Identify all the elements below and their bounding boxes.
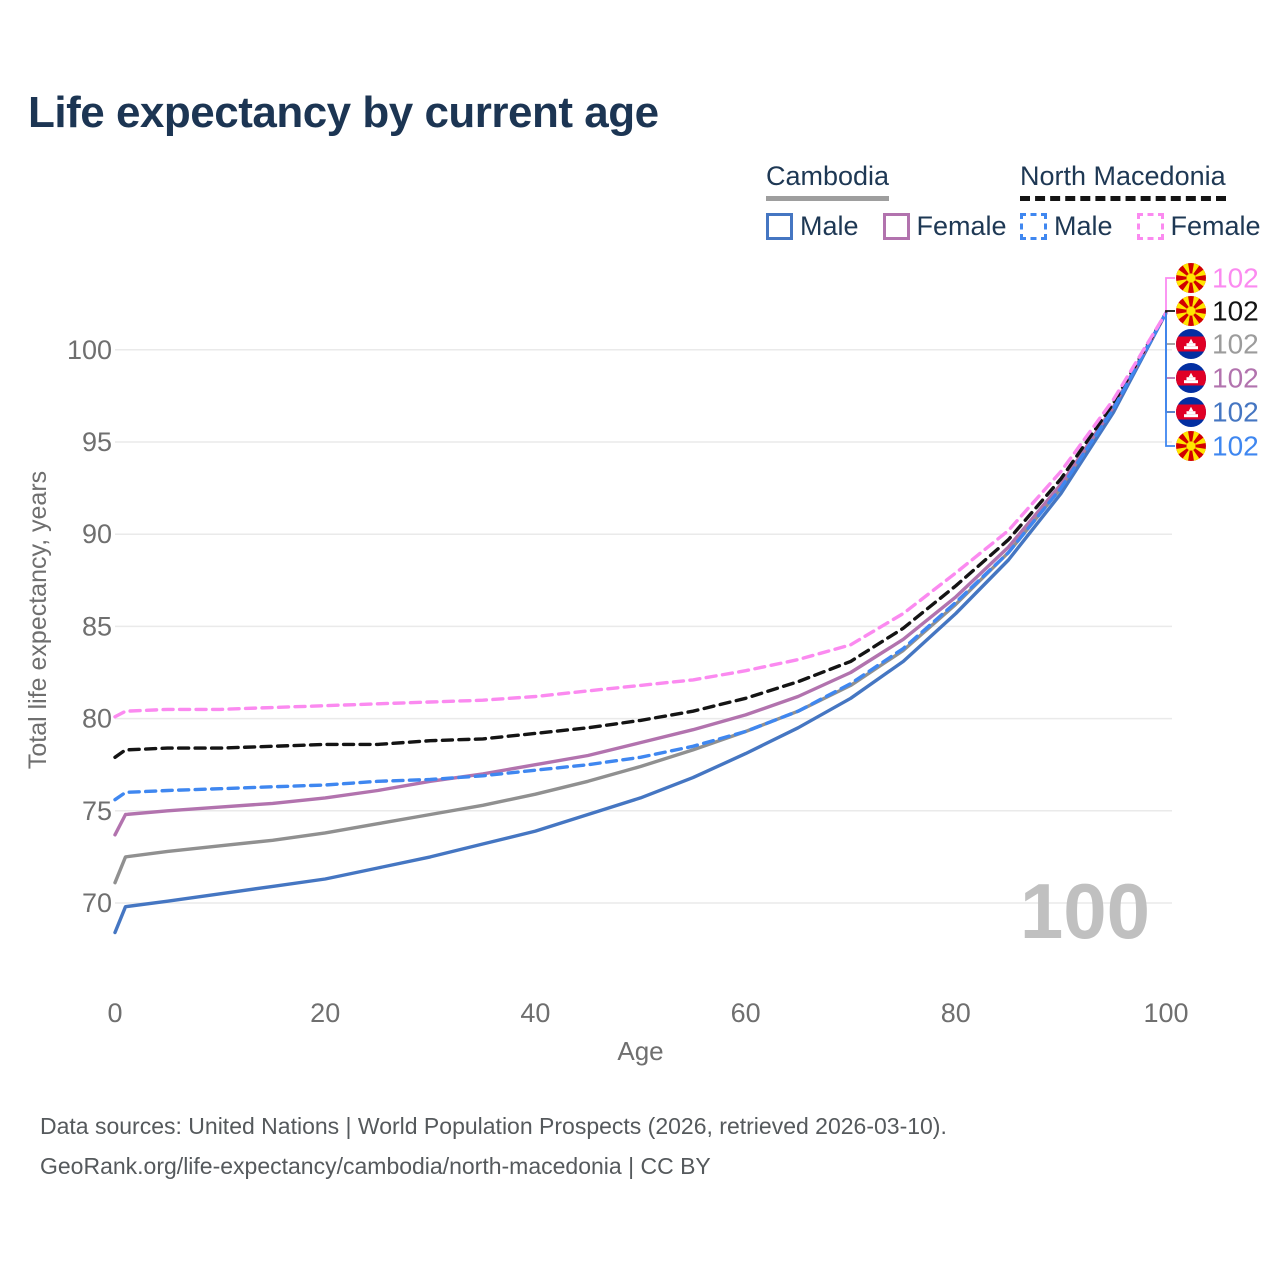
x-tick-label: 80 (941, 998, 971, 1028)
end-value-label: 102 (1212, 296, 1259, 327)
series-line-north-macedonia-total[interactable] (113, 311, 1168, 759)
legend-country-label[interactable]: North Macedonia (1020, 161, 1226, 201)
legend-items-row: Male Female (1020, 211, 1261, 242)
end-label-connector (1165, 312, 1175, 345)
footer: Data sources: United Nations | World Pop… (40, 1106, 947, 1186)
legend-item-cambodia-male[interactable]: Male (766, 211, 859, 242)
end-label-connector (1165, 312, 1175, 413)
cambodia-flag-icon (1176, 397, 1206, 427)
legend-item-cambodia-female[interactable]: Female (882, 210, 1007, 242)
end-value-label: 102 (1212, 363, 1259, 394)
end-label-connector (1165, 277, 1175, 313)
legend-item-label: Female (1170, 210, 1261, 241)
y-tick-label: 100 (67, 335, 112, 365)
end-label-connector (1165, 310, 1175, 313)
legend-item-label: Male (1054, 210, 1113, 241)
legend-item-label: Female (916, 210, 1007, 241)
north-macedonia-flag-icon (1176, 296, 1206, 326)
legend-item-label: Male (800, 210, 859, 241)
legend: Cambodia Male Female North Macedonia Male Fem… (0, 161, 1280, 252)
end-label-connector (1165, 312, 1175, 379)
series-line-cambodia-total[interactable] (113, 311, 1168, 885)
x-tick-label: 20 (310, 998, 340, 1028)
legend-swatch-icon (1136, 212, 1164, 240)
legend-swatch-icon (1020, 212, 1047, 240)
page-title: Life expectancy by current age (28, 88, 659, 137)
end-label-connector (1165, 312, 1175, 447)
y-tick-label: 70 (82, 888, 112, 918)
cambodia-flag-icon (1176, 329, 1206, 359)
footer-attribution: GeoRank.org/life-expectancy/cambodia/nor… (40, 1153, 711, 1179)
legend-swatch-icon (882, 212, 910, 240)
legend-item-north-macedonia-male[interactable]: Male (1020, 211, 1113, 242)
legend-group-north-macedonia: North Macedonia Male Female (1020, 161, 1261, 242)
x-axis-title: Age (617, 1036, 663, 1066)
legend-items-row: Male Female (766, 211, 1007, 242)
series-line-cambodia-male[interactable] (113, 311, 1168, 935)
end-value-label: 102 (1212, 397, 1259, 428)
cambodia-flag-icon (1176, 363, 1206, 393)
y-tick-label: 95 (82, 427, 112, 457)
y-tick-label: 80 (82, 704, 112, 734)
legend-country-label[interactable]: Cambodia (766, 161, 890, 201)
end-value-label: 102 (1212, 263, 1259, 294)
y-tick-label: 75 (82, 796, 112, 826)
north-macedonia-flag-icon (1176, 431, 1206, 461)
series-line-north-macedonia-female[interactable] (113, 311, 1168, 719)
series-line-cambodia-female[interactable] (113, 311, 1168, 837)
legend-item-north-macedonia-female[interactable]: Female (1136, 210, 1261, 242)
legend-group-cambodia: Cambodia Male Female (766, 161, 1007, 242)
end-value-label: 102 (1212, 329, 1259, 360)
y-tick-label: 90 (82, 519, 112, 549)
x-tick-label: 40 (520, 998, 550, 1028)
x-tick-label: 100 (1143, 998, 1188, 1028)
age-watermark: 100 (1020, 867, 1150, 955)
legend-swatch-icon (766, 212, 793, 240)
y-axis-title: Total life expectancy, years (24, 471, 52, 769)
series-line-north-macedonia-male[interactable] (113, 311, 1168, 802)
footer-sources: Data sources: United Nations | World Pop… (40, 1113, 947, 1139)
x-tick-label: 60 (731, 998, 761, 1028)
x-tick-label: 0 (107, 998, 122, 1028)
end-value-label: 102 (1212, 431, 1259, 462)
north-macedonia-flag-icon (1176, 263, 1206, 293)
y-tick-label: 85 (82, 611, 112, 641)
